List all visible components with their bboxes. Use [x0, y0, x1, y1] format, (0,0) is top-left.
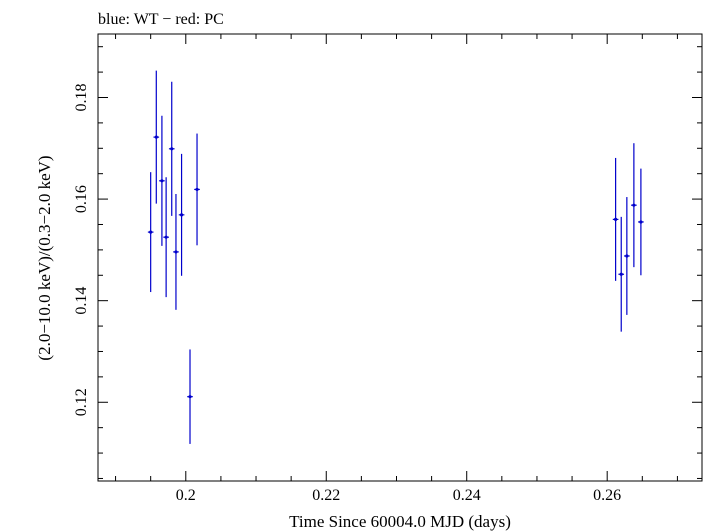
plot-frame — [97, 33, 703, 482]
chart-title: blue: WT − red: PC — [98, 11, 224, 28]
x-axis-label: Time Since 60004.0 MJD (days) — [289, 512, 511, 531]
point-marker — [639, 220, 643, 224]
x-tick-label: 0.2 — [176, 487, 196, 504]
y-tick-label: 0.16 — [73, 185, 90, 213]
data-point — [187, 349, 193, 444]
data-point — [173, 194, 179, 310]
y-tick-label: 0.14 — [73, 287, 90, 315]
data-point — [159, 115, 165, 246]
point-marker — [164, 235, 168, 239]
data-point — [153, 70, 160, 204]
data-point — [194, 133, 200, 246]
point-marker — [195, 187, 199, 192]
point-marker — [179, 213, 184, 217]
data-layer — [147, 70, 644, 444]
axis-ticks: 0.2 0.22 0.24 0.26 0.12 0.14 0.16 0.18 — [73, 34, 702, 504]
data-point — [638, 168, 644, 276]
data-point — [168, 81, 175, 216]
data-point — [612, 157, 619, 281]
y-axis-label: (2.0−10.0 keV)/(0.3−2.0 keV) — [35, 155, 54, 360]
point-marker — [170, 147, 174, 151]
point-marker — [160, 179, 164, 183]
point-marker — [619, 272, 623, 276]
point-marker — [154, 135, 158, 139]
point-marker — [174, 250, 178, 254]
x-tick-label: 0.24 — [453, 487, 481, 504]
point-marker — [149, 230, 153, 234]
y-tick-label: 0.18 — [73, 83, 90, 111]
data-point — [631, 143, 637, 268]
point-marker — [625, 254, 629, 258]
point-marker — [632, 203, 636, 207]
y-tick-label: 0.12 — [73, 388, 90, 416]
data-point — [178, 153, 185, 276]
point-marker — [188, 395, 192, 399]
data-point — [618, 216, 625, 332]
point-marker — [614, 217, 618, 222]
data-point — [147, 172, 154, 293]
x-tick-label: 0.26 — [593, 487, 621, 504]
data-point — [163, 177, 169, 298]
data-point — [624, 197, 630, 315]
x-tick-label: 0.22 — [312, 487, 340, 504]
